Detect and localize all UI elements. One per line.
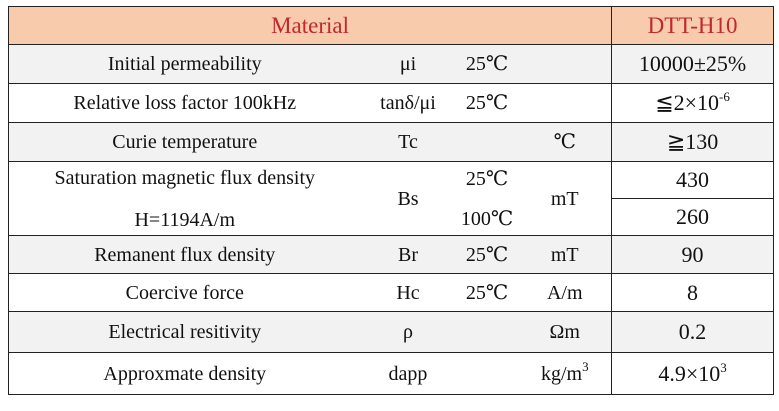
table-row: Saturation magnetic flux density H=1194A…: [8, 161, 775, 236]
test-temperature: 25℃: [455, 83, 519, 123]
property-name: Electrical resitivity: [8, 311, 361, 353]
property-symbol: Bs: [360, 161, 456, 236]
property-unit: mT: [518, 235, 613, 274]
property-name-line1: Saturation magnetic flux density: [54, 166, 316, 189]
property-name: Curie temperature: [8, 122, 361, 162]
property-value: 10000±25%: [611, 44, 775, 84]
property-value: 260: [611, 198, 775, 236]
property-symbol: Hc: [360, 273, 456, 312]
value-mantissa: ≦2×10: [655, 90, 720, 115]
property-symbol: dapp: [360, 352, 456, 395]
table-row: Curie temperature Tc ℃ ≧130: [8, 122, 775, 162]
table-row: Relative loss factor 100kHz tanδ/μi 25℃ …: [8, 83, 775, 123]
test-temperature: 25℃: [455, 235, 519, 274]
property-unit: A/m: [518, 273, 613, 312]
property-symbol: ρ: [360, 311, 456, 353]
table-row: Approxmate density dapp kg/m3 4.9×103: [8, 352, 775, 395]
grade-header: DTT-H10: [611, 6, 775, 45]
property-value: ≧130: [611, 122, 775, 162]
test-temperature: 25℃: [455, 44, 519, 84]
property-value: 90: [611, 235, 775, 274]
property-name: Relative loss factor 100kHz: [8, 83, 361, 123]
property-unit: [518, 44, 613, 84]
property-value: ≦2×10-6: [611, 83, 775, 123]
property-name: Saturation magnetic flux density H=1194A…: [8, 161, 361, 236]
property-name: Coercive force: [8, 273, 361, 312]
property-symbol: μi: [360, 44, 456, 84]
test-temperature: 25℃: [455, 273, 519, 312]
property-value: 0.2: [611, 311, 775, 353]
unit-exponent: 3: [582, 358, 589, 374]
unit-base: kg/m: [540, 362, 583, 385]
property-name: Approxmate density: [8, 352, 361, 395]
material-header: Material: [7, 6, 613, 45]
property-symbol: tanδ/μi: [360, 83, 456, 123]
property-unit: mT: [518, 161, 613, 236]
test-temperature: [455, 352, 519, 395]
property-value: 4.9×103: [611, 352, 775, 395]
header-row: Material DTT-H10: [7, 6, 775, 45]
property-symbol: Br: [360, 235, 456, 274]
property-value: 430: [611, 161, 775, 199]
test-temperature: [455, 122, 519, 162]
table-row: Coercive force Hc 25℃ A/m 8: [8, 273, 775, 312]
test-temperature: 25℃ 100℃: [455, 161, 519, 236]
property-name-line2: H=1194A/m: [134, 208, 236, 231]
value-mantissa: 4.9×10: [658, 360, 721, 386]
table-row: Remanent flux density Br 25℃ mT 90: [8, 235, 775, 274]
value-exponent: -6: [719, 89, 730, 104]
test-temperature: [455, 311, 519, 353]
property-unit: kg/m3: [518, 352, 613, 395]
property-unit: Ωm: [518, 311, 613, 353]
material-properties-table: Material DTT-H10 Initial permeability μi…: [7, 6, 775, 395]
table-row: Electrical resitivity ρ Ωm 0.2: [8, 311, 775, 353]
property-value: 8: [611, 273, 775, 312]
table-row: Initial permeability μi 25℃ 10000±25%: [8, 44, 775, 84]
property-name: Initial permeability: [8, 44, 361, 84]
table-row: 260: [9, 198, 775, 236]
property-unit: ℃: [518, 122, 613, 162]
property-unit: [518, 83, 613, 123]
property-name: Remanent flux density: [8, 235, 361, 274]
property-symbol: Tc: [360, 122, 456, 162]
value-exponent: 3: [720, 359, 727, 375]
test-temperature-1: 25℃: [465, 167, 509, 190]
test-temperature-2: 100℃: [460, 207, 514, 230]
